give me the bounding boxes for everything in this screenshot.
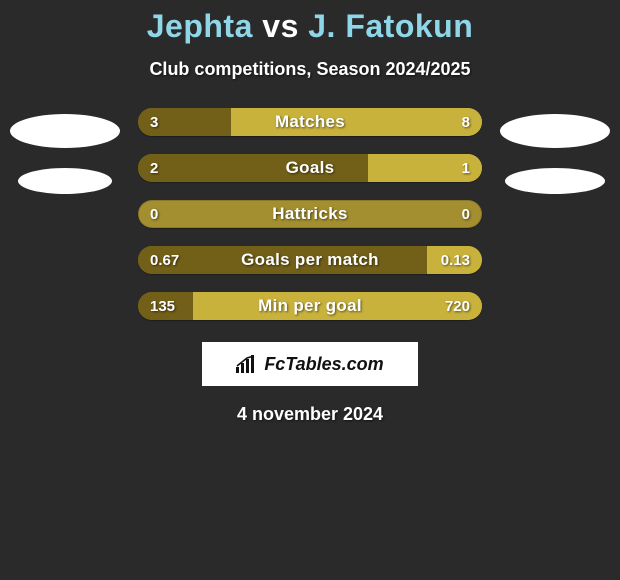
stat-label: Min per goal [138, 292, 482, 320]
page-title: Jephta vs J. Fatokun [147, 8, 474, 45]
player2-badge-primary [500, 114, 610, 148]
stat-label: Matches [138, 108, 482, 136]
stat-bar: 21Goals [138, 154, 482, 182]
left-badges [10, 108, 120, 194]
stat-bar: 0.670.13Goals per match [138, 246, 482, 274]
stat-label: Goals per match [138, 246, 482, 274]
compare-area: 38Matches 21Goals 00Hattricks 0.670.13Goals… [0, 108, 620, 320]
brand-text: FcTables.com [264, 354, 383, 375]
stat-bar: 135720Min per goal [138, 292, 482, 320]
stat-bar: 38Matches [138, 108, 482, 136]
stat-bars: 38Matches 21Goals 00Hattricks 0.670.13Goals… [138, 108, 482, 320]
player2-badge-secondary [505, 168, 605, 194]
stat-bar: 00Hattricks [138, 200, 482, 228]
brand-icon [236, 355, 258, 373]
infographic-root: Jephta vs J. Fatokun Club competitions, … [0, 0, 620, 425]
stat-label: Hattricks [138, 200, 482, 228]
player1-name: Jephta [147, 8, 253, 44]
date-text: 4 november 2024 [237, 404, 383, 425]
player1-badge-primary [10, 114, 120, 148]
brand-box: FcTables.com [202, 342, 418, 386]
right-badges [500, 108, 610, 194]
player2-name: J. Fatokun [308, 8, 473, 44]
vs-text: vs [262, 8, 299, 44]
player1-badge-secondary [18, 168, 112, 194]
subtitle: Club competitions, Season 2024/2025 [149, 59, 470, 80]
stat-label: Goals [138, 154, 482, 182]
